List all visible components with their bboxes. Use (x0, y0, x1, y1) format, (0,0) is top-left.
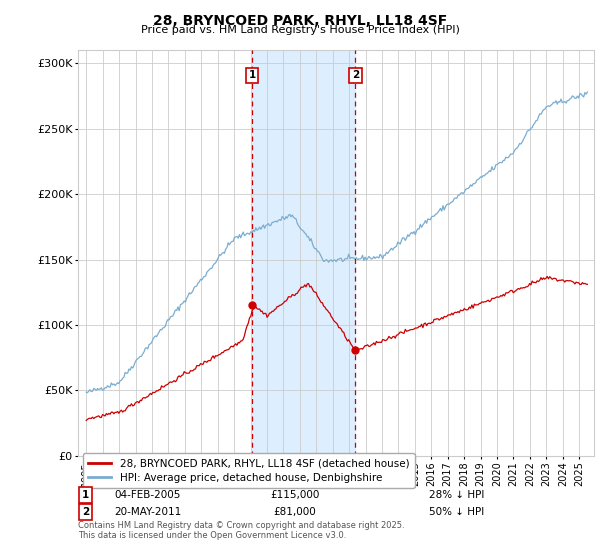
Text: 04-FEB-2005: 04-FEB-2005 (114, 489, 181, 500)
Text: 28% ↓ HPI: 28% ↓ HPI (429, 489, 484, 500)
Text: £81,000: £81,000 (274, 507, 316, 517)
Text: 20-MAY-2011: 20-MAY-2011 (114, 507, 181, 517)
Text: Price paid vs. HM Land Registry's House Price Index (HPI): Price paid vs. HM Land Registry's House … (140, 25, 460, 35)
Text: £115,000: £115,000 (270, 489, 319, 500)
Text: 1: 1 (248, 70, 256, 80)
Text: 50% ↓ HPI: 50% ↓ HPI (429, 507, 484, 517)
Text: 2: 2 (82, 507, 89, 517)
Text: Contains HM Land Registry data © Crown copyright and database right 2025.
This d: Contains HM Land Registry data © Crown c… (78, 521, 404, 540)
Legend: 28, BRYNCOED PARK, RHYL, LL18 4SF (detached house), HPI: Average price, detached: 28, BRYNCOED PARK, RHYL, LL18 4SF (detac… (83, 453, 415, 488)
Text: 28, BRYNCOED PARK, RHYL, LL18 4SF: 28, BRYNCOED PARK, RHYL, LL18 4SF (153, 14, 447, 28)
Text: 1: 1 (82, 489, 89, 500)
Bar (252, 50, 355, 456)
Text: 2: 2 (352, 70, 359, 80)
